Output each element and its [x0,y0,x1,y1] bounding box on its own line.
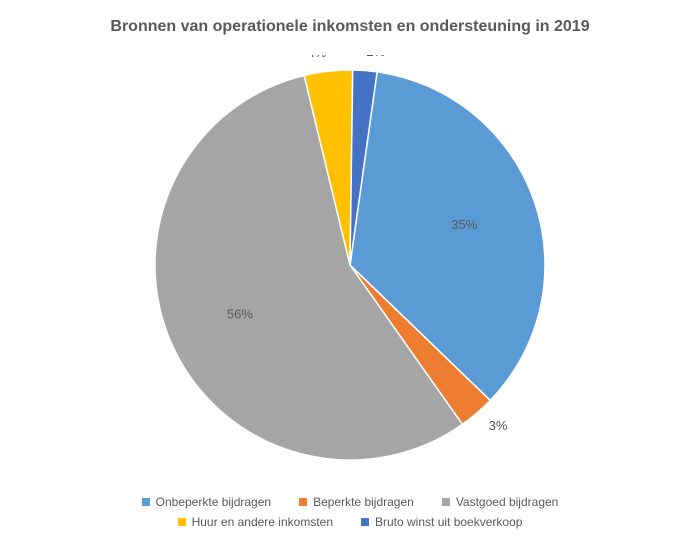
legend-item: Onbeperkte bijdragen [142,495,271,509]
legend-swatch [361,518,369,526]
pie-svg: 35% 3% 56% 4% 2% [90,55,610,475]
slice-label: 2% [366,55,385,59]
legend-swatch [442,498,450,506]
legend-swatch [178,518,186,526]
chart-title: Bronnen van operationele inkomsten en on… [0,18,700,36]
legend-item: Beperkte bijdragen [299,495,414,509]
slice-label: 56% [227,306,253,321]
legend-swatch [299,498,307,506]
legend-item: Huur en andere inkomsten [178,515,333,529]
slice-label: 4% [307,55,326,60]
pie-wrap: 35% 3% 56% 4% 2% [0,55,700,475]
legend-label: Vastgoed bijdragen [456,495,559,509]
slice-label: 35% [451,217,477,232]
pie-chart-container: Bronnen van operationele inkomsten en on… [0,0,700,551]
legend-label: Beperkte bijdragen [313,495,414,509]
legend: Onbeperkte bijdragen Beperkte bijdragen Va… [0,495,700,529]
legend-item: Bruto winst uit boekverkoop [361,515,522,529]
slice-label: 3% [489,418,508,433]
legend-label: Huur en andere inkomsten [192,515,333,529]
legend-swatch [142,498,150,506]
legend-label: Onbeperkte bijdragen [156,495,271,509]
legend-item: Vastgoed bijdragen [442,495,559,509]
legend-label: Bruto winst uit boekverkoop [375,515,522,529]
